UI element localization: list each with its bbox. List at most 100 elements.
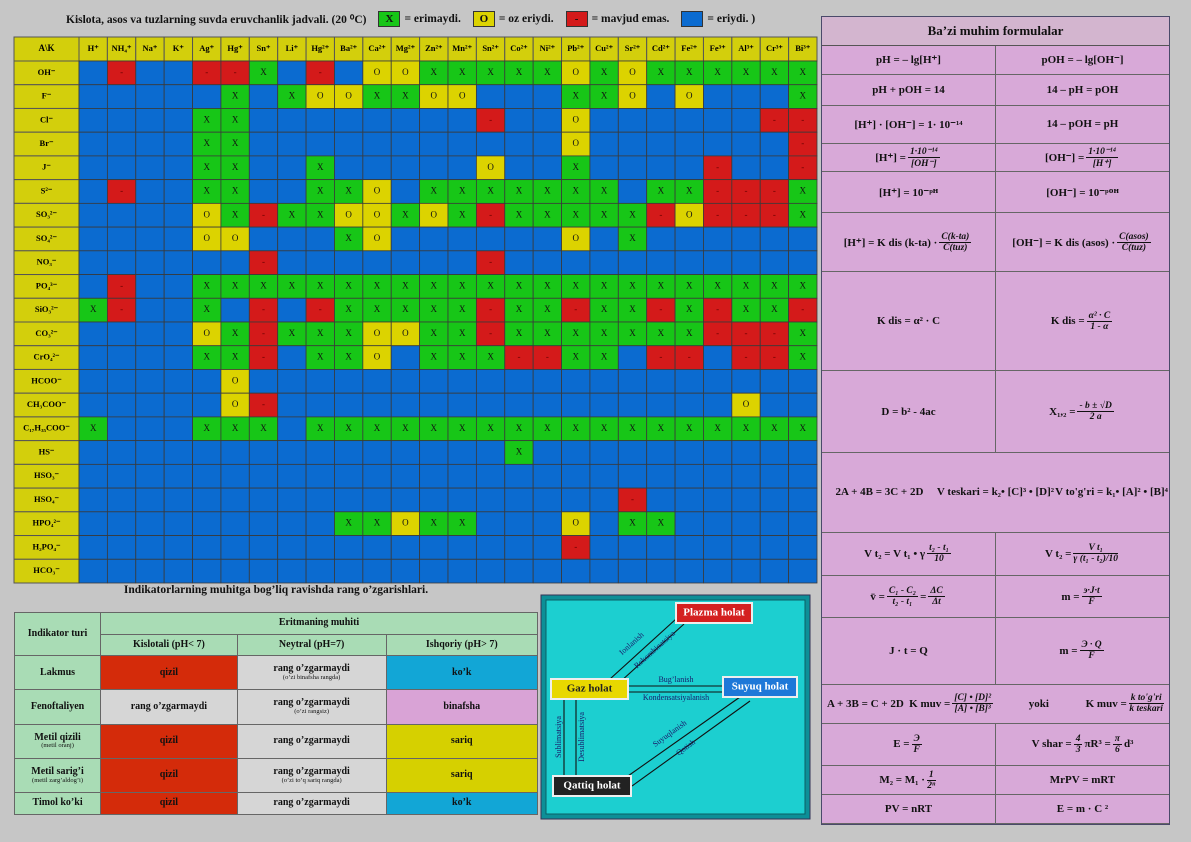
solubility-cell — [419, 535, 449, 560]
anion-label: C₁₇H₃₅COO⁻ — [23, 423, 70, 433]
cell-symbol: - — [489, 114, 492, 124]
solubility-cell — [475, 131, 506, 157]
solubility-cell — [248, 558, 279, 584]
cell-symbol: - — [489, 328, 492, 338]
cell-symbol: X — [431, 352, 438, 362]
denominator: F — [1088, 597, 1095, 608]
legend-swatch — [681, 11, 704, 27]
solubility-cell — [674, 131, 704, 157]
solubility-cell — [163, 321, 193, 347]
indicator-title: Indikatorlarning muhitga bog’liq ravishd… — [123, 584, 429, 596]
solubility-cell — [532, 250, 562, 275]
solubility-cell — [305, 369, 335, 394]
solubility-cell — [390, 179, 421, 204]
cell-symbol: X — [686, 186, 693, 196]
solubility-cell — [759, 250, 790, 275]
cell-symbol: - — [262, 328, 265, 338]
solubility-cell — [674, 440, 704, 465]
cation-cell — [788, 36, 818, 62]
solubility-cell — [192, 250, 222, 275]
indicator-label: Fenoftaliyen — [30, 700, 85, 712]
solubility-cell — [305, 131, 335, 157]
cell-symbol: X — [516, 447, 523, 457]
solubility-cell — [390, 440, 421, 465]
solubility-cell — [248, 155, 279, 181]
cation-label: Sn⁺ — [257, 43, 271, 53]
process-label: Desublimatsiya — [577, 712, 586, 762]
cell-symbol: X — [459, 67, 466, 77]
solubility-cell — [419, 558, 449, 584]
anion-label: Cl⁻ — [40, 114, 54, 124]
cell-symbol: X — [771, 304, 778, 314]
numerator: k to'g'ri — [1128, 693, 1164, 705]
cell-symbol: X — [232, 328, 239, 338]
cell-symbol: X — [317, 328, 324, 338]
cell-symbol: - — [801, 138, 804, 148]
cell-symbol: X — [629, 209, 636, 219]
cell-symbol: X — [317, 209, 324, 219]
solubility-cell — [646, 108, 676, 133]
solubility-cell — [674, 108, 704, 133]
solubility-cell — [78, 369, 108, 394]
cell-symbol: X — [544, 328, 551, 338]
formula: K muv = [C] • [D]² [A] • [B]³ — [909, 685, 996, 723]
solubility-cell — [135, 179, 165, 204]
cell-symbol: - — [120, 304, 123, 314]
cation-cell — [561, 36, 591, 62]
formula-text: K muv = — [909, 697, 951, 710]
cell-symbol: - — [716, 186, 719, 196]
formula-text: V t₂ = — [1044, 547, 1072, 560]
solubility-cell — [703, 226, 733, 252]
solubility-cell — [617, 345, 648, 370]
cell-symbol: O — [431, 91, 438, 101]
solubility-cell — [589, 250, 619, 275]
solubility-cell — [419, 440, 449, 465]
solubility-cell — [419, 131, 449, 157]
process-label: Sublimatsiya — [554, 716, 563, 758]
state-box — [550, 678, 629, 700]
solubility-cell — [475, 84, 506, 109]
formula: [OH⁻] = 10⁻ᵖᴼᴴ — [995, 172, 1169, 213]
cell-symbol: X — [601, 328, 608, 338]
solubility-cell — [703, 84, 733, 109]
formula-text: 14 – pOH = pH — [1046, 118, 1119, 131]
cell-symbol: - — [773, 209, 776, 219]
cell-symbol: O — [459, 91, 466, 101]
solubility-cell — [731, 108, 761, 133]
solubility-cell — [135, 297, 165, 323]
solubility-cell — [390, 487, 421, 513]
cell-symbol: X — [686, 280, 693, 290]
cell-symbol: X — [771, 280, 778, 290]
cell-symbol: X — [402, 304, 409, 314]
solubility-cell — [192, 511, 222, 536]
solubility-cell — [390, 392, 421, 418]
cell-symbol: X — [232, 162, 239, 172]
cell-symbol: X — [402, 209, 409, 219]
solubility-cell — [646, 440, 676, 465]
solubility-cell — [561, 463, 591, 489]
solubility-cell — [163, 60, 193, 86]
solubility-cell — [305, 463, 335, 489]
solubility-cell — [277, 226, 307, 252]
anion-label: Br⁻ — [40, 138, 54, 148]
cell-symbol: X — [743, 423, 750, 433]
formula-text: K dis = — [1050, 315, 1085, 328]
denominator: C(tuz) — [943, 242, 968, 253]
solubility-cell — [163, 274, 193, 299]
solubility-cell — [419, 155, 449, 181]
indicator-table: Indikator turi Eritmaning muhiti Kislotali… — [13, 611, 539, 815]
formula-row: PV = nRT E = m · C ² — [822, 795, 1169, 825]
legend-symbol: O — [479, 13, 489, 25]
cell-symbol: O — [374, 328, 381, 338]
solubility-cell — [192, 487, 222, 513]
solubility-cell — [504, 463, 534, 489]
formula-text: J · t = Q — [889, 644, 928, 657]
solubility-cell — [674, 558, 704, 584]
formula-row: v̄ = C₁ - C₂ t₂ - t₁ = ΔC Δt m = э·J·t F — [822, 576, 1169, 619]
solubility-cell — [334, 60, 364, 86]
solubility-cell — [419, 250, 449, 275]
cell-symbol: O — [203, 233, 210, 243]
solubility-cell — [390, 250, 421, 275]
legend-label: = oz eriydi. — [498, 13, 554, 25]
